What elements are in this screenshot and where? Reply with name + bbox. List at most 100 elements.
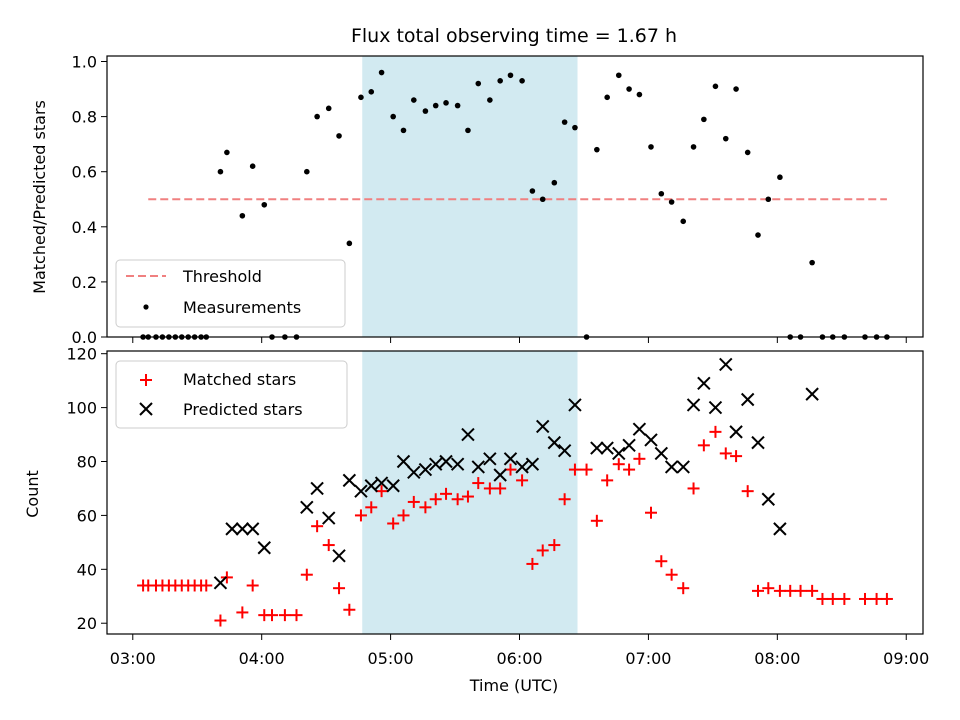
predicted-stars-point <box>225 522 239 536</box>
legend-matched-swatch <box>140 374 152 386</box>
predicted-stars-point-b <box>235 522 250 536</box>
predicted-stars-point <box>547 435 562 450</box>
matched-stars-point <box>311 520 324 533</box>
predicted-stars-point <box>719 357 733 372</box>
matched-stars-point <box>751 584 764 597</box>
predicted-stars-point <box>557 444 572 458</box>
matched-stars-point <box>236 606 249 619</box>
predicted-stars-point-b <box>632 422 647 436</box>
measurements-point <box>777 174 783 181</box>
x-tick-label: 06:00 <box>496 649 542 668</box>
predicted-stars-point-b <box>407 465 421 479</box>
matched-stars-point <box>397 509 410 522</box>
ratio-panel: 0.0 0.2 0.4 0.6 0.8 1.0 Matched/Predicted sta… <box>30 53 924 347</box>
measurements-point <box>594 146 600 153</box>
matched-stars-point <box>741 485 754 498</box>
count-panel: 20 40 60 80 100 120 03:00 04:00 05:00 06:00 07:00… <box>23 345 929 668</box>
predicted-stars-point <box>515 460 529 474</box>
matched-stars-point <box>365 501 378 514</box>
measurements-point <box>304 168 310 175</box>
measurements-point <box>604 94 610 101</box>
predicted-stars-point <box>612 446 626 461</box>
predicted-stars-point-b <box>257 541 271 555</box>
x-tick-label: 08:00 <box>754 649 800 668</box>
matched-stars-point <box>440 487 453 500</box>
count-y-tick-label: 100 <box>66 399 97 418</box>
predicted-stars-point-b <box>342 473 357 488</box>
x-tick-label: 04:00 <box>239 649 285 668</box>
ratio-y-tick-label: 0.0 <box>72 328 97 347</box>
predicted-stars-point-b <box>213 576 228 590</box>
legend-predicted-swatch <box>139 402 153 416</box>
matched-stars-point <box>536 544 549 557</box>
matched-stars-point <box>300 568 313 581</box>
predicted-stars-point <box>418 462 433 477</box>
ratio-y-tick-label: 0.2 <box>72 273 97 292</box>
predicted-stars-point-b <box>354 484 368 498</box>
measurements-point <box>249 163 256 169</box>
matched-stars-point <box>687 482 700 495</box>
measurements-point <box>346 240 353 247</box>
predicted-stars-point <box>740 392 755 407</box>
ratio-legend: Threshold Measurements <box>115 259 346 328</box>
matched-stars-point <box>278 609 291 622</box>
matched-stars-point <box>880 592 893 605</box>
predicted-stars-point <box>751 435 765 450</box>
predicted-stars-point-b <box>751 435 765 450</box>
predicted-stars-point-b <box>761 492 776 506</box>
predicted-stars-point-b <box>483 452 497 466</box>
matched-stars-point <box>290 609 303 622</box>
measurements-point <box>755 232 761 238</box>
predicted-stars-point-b <box>697 376 711 391</box>
predicted-stars-point <box>568 398 582 412</box>
matched-stars-point <box>826 592 839 605</box>
measurements-point <box>422 108 429 114</box>
predicted-stars-point-b <box>568 398 582 412</box>
measurements-point <box>390 113 396 120</box>
matched-stars-point <box>387 517 400 530</box>
measurements-point <box>561 119 568 125</box>
measurements-point <box>615 72 622 79</box>
measurements-point <box>443 100 449 106</box>
predicted-stars-point-b <box>622 438 636 453</box>
predicted-stars-point-b <box>729 425 743 439</box>
matched-stars-point <box>870 592 883 605</box>
predicted-stars-point <box>536 419 550 434</box>
matched-stars-point <box>461 490 474 503</box>
measurements-point <box>400 127 407 134</box>
x-tick-label: 05:00 <box>368 649 414 668</box>
ratio-y-tick-label: 0.6 <box>72 163 97 182</box>
predicted-stars-point <box>483 452 497 466</box>
measurements-point <box>378 69 385 76</box>
predicted-stars-point-b <box>654 446 669 461</box>
predicted-stars-point <box>471 460 485 474</box>
matched-stars-point <box>526 557 539 570</box>
matched-stars-point <box>516 474 529 487</box>
predicted-stars-point <box>310 481 324 496</box>
predicted-stars-point <box>374 476 389 490</box>
predicted-stars-point <box>632 422 647 436</box>
predicted-stars-point <box>773 522 787 536</box>
matched-stars-point <box>612 458 625 471</box>
predicted-stars-point <box>439 454 453 469</box>
measurements-point <box>358 94 364 101</box>
matched-stars-point <box>633 452 646 465</box>
matched-stars-point <box>354 509 367 522</box>
matched-stars-point <box>730 450 743 463</box>
measurements-point <box>648 144 654 150</box>
matched-stars-point <box>246 579 259 592</box>
measurements-point <box>529 188 536 194</box>
chart-title: Flux total observing time = 1.67 h <box>351 25 677 47</box>
x-tick-label: 09:00 <box>883 649 929 668</box>
predicted-stars-point <box>590 441 604 455</box>
count-y-tick-label: 60 <box>77 506 97 525</box>
predicted-stars-point-b <box>300 500 314 515</box>
predicted-stars-point <box>697 376 711 391</box>
count-plot-frame <box>106 350 924 635</box>
x-tick-label: 07:00 <box>625 649 671 668</box>
measurements-point <box>432 102 439 109</box>
legend-threshold-label: Threshold <box>182 267 262 286</box>
predicted-stars-point <box>676 460 690 474</box>
measurements-point <box>722 135 729 142</box>
matched-stars-point <box>816 592 829 605</box>
